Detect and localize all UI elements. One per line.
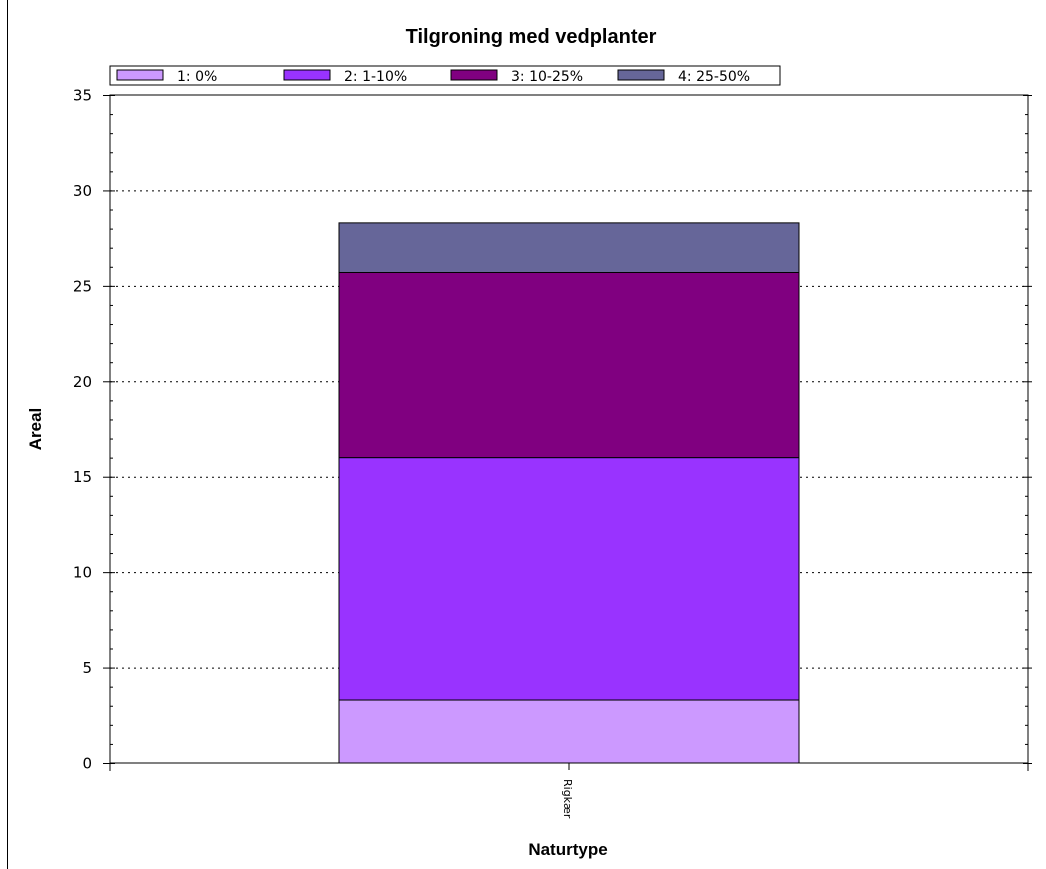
y-tick-label: 25: [73, 277, 92, 295]
bar-segment-series-2: [338, 457, 800, 701]
y-axis-ticks: [103, 95, 1032, 771]
y-tick-label: 15: [73, 468, 92, 486]
legend-label-series-2: 2: 1-10%: [344, 69, 407, 85]
y-axis-tick-labels: 0 5 10 15 20 25 30 35: [73, 87, 92, 773]
x-axis-category-labels: Rigkær: [561, 779, 574, 819]
x-category-label: Rigkær: [561, 779, 574, 819]
y-tick-label: 35: [73, 87, 92, 105]
legend: 1: 0% 2: 1-10% 3: 10-25% 4: 25-50%: [109, 65, 781, 86]
legend-swatch-series-2: [283, 69, 331, 81]
bars: [338, 222, 800, 764]
x-axis-title: Naturtype: [528, 840, 607, 859]
legend-swatch-series-3: [450, 69, 498, 81]
y-tick-label: 10: [73, 564, 92, 582]
y-tick-label: 5: [82, 659, 92, 677]
y-tick-label: 0: [82, 755, 92, 773]
chart-frame: [7, 0, 1046, 869]
y-tick-label: 30: [73, 182, 92, 200]
bar-segment-series-3: [338, 271, 800, 459]
legend-swatch-series-4: [617, 69, 665, 81]
legend-box: [109, 65, 781, 86]
bar-segment-series-1: [338, 699, 800, 764]
y-axis-title: Areal: [26, 408, 45, 451]
legend-swatch-series-1: [116, 69, 164, 81]
legend-label-series-1: 1: 0%: [177, 69, 217, 85]
bar-segment-series-4: [338, 222, 800, 273]
legend-label-series-3: 3: 10-25%: [511, 69, 583, 85]
legend-label-series-4: 4: 25-50%: [678, 69, 750, 85]
chart-title: Tilgroning med vedplanter: [406, 26, 657, 48]
y-tick-label: 20: [73, 373, 92, 391]
